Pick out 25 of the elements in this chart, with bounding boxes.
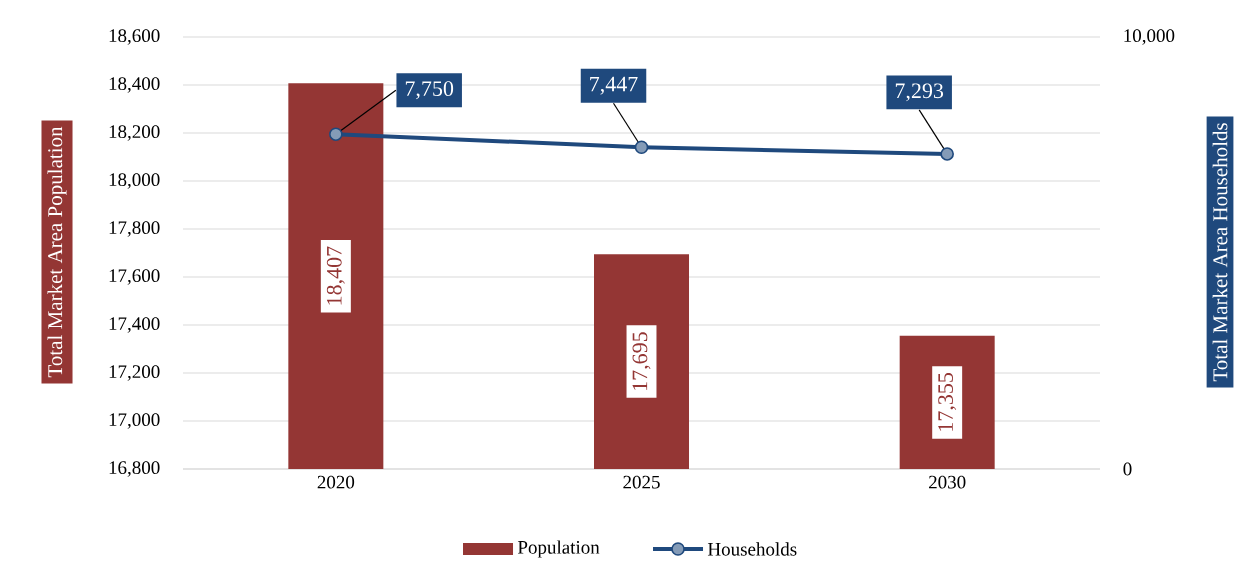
y-tick-label: 17,800 bbox=[109, 221, 160, 237]
y2-tick-label: 0 bbox=[1123, 462, 1132, 476]
data-label: 17,695 bbox=[632, 332, 651, 390]
y2-axis-title: Total Market Area Households bbox=[1212, 123, 1228, 382]
y-tick-label: 17,400 bbox=[109, 317, 160, 333]
data-label: 18,407 bbox=[326, 246, 345, 305]
y-tick-label: 17,000 bbox=[109, 413, 160, 429]
y-tick-label: 18,000 bbox=[109, 173, 160, 189]
x-tick-label: 2030 bbox=[929, 475, 966, 489]
x-tick-label: 2020 bbox=[317, 475, 355, 489]
x-tick-label: 2025 bbox=[623, 475, 660, 489]
legend-label: Households bbox=[707, 542, 797, 556]
y-tick-label: 18,200 bbox=[109, 125, 160, 141]
y-tick-label: 17,600 bbox=[109, 269, 160, 285]
y-tick-label: 18,400 bbox=[109, 77, 160, 93]
y2-tick-label: 10,000 bbox=[1124, 29, 1175, 45]
data-label: 7,293 bbox=[895, 83, 944, 102]
y-tick-label: 18,600 bbox=[109, 29, 160, 45]
y-tick-label: 16,800 bbox=[109, 461, 160, 477]
data-label: 7,750 bbox=[405, 81, 454, 100]
y-axis-title: Total Market Area Population bbox=[47, 126, 67, 378]
data-label: 7,447 bbox=[590, 76, 638, 95]
legend-label: Population bbox=[517, 540, 600, 558]
y-tick-label: 17,200 bbox=[109, 365, 160, 381]
data-label: 17,355 bbox=[938, 373, 957, 431]
